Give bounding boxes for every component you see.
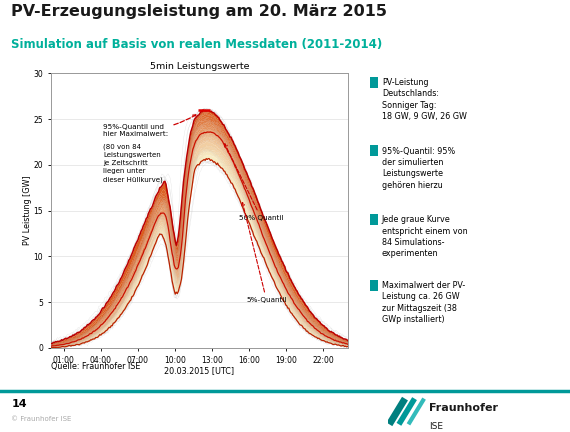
Text: © Fraunhofer ISE: © Fraunhofer ISE (11, 416, 72, 422)
Title: 5min Leistungswerte: 5min Leistungswerte (150, 62, 249, 71)
Text: Maximalwert der PV-
Leistung ca. 26 GW
zur Mittagszeit (38
GWp installiert): Maximalwert der PV- Leistung ca. 26 GW z… (382, 281, 465, 324)
Text: 14: 14 (11, 399, 27, 409)
Text: 5%-Quantil: 5%-Quantil (242, 203, 287, 303)
X-axis label: 20.03.2015 [UTC]: 20.03.2015 [UTC] (164, 366, 235, 375)
Y-axis label: PV Leistung [GW]: PV Leistung [GW] (23, 176, 32, 245)
FancyBboxPatch shape (370, 77, 378, 88)
FancyBboxPatch shape (370, 145, 378, 156)
FancyBboxPatch shape (370, 214, 378, 225)
Text: Fraunhofer: Fraunhofer (429, 403, 498, 413)
Text: Simulation auf Basis von realen Messdaten (2011-2014): Simulation auf Basis von realen Messdate… (11, 38, 382, 51)
Text: (80 von 84
Leistungswerten
je Zeitschritt
liegen unter
dieser Hüllkurve): (80 von 84 Leistungswerten je Zeitschrit… (103, 144, 163, 183)
Text: ISE: ISE (429, 422, 443, 432)
Text: 95%-Quantil: 95%
der simulierten
Leistungswerte
gehören hierzu: 95%-Quantil: 95% der simulierten Leistun… (382, 146, 455, 190)
FancyBboxPatch shape (370, 280, 378, 291)
Text: 95%-Quantil und
hier Maximalwert:: 95%-Quantil und hier Maximalwert: (103, 115, 196, 137)
Text: Quelle: Fraunhofer ISE: Quelle: Fraunhofer ISE (51, 362, 141, 371)
Text: Jede graue Kurve
entspricht einem von
84 Simulations-
experimenten: Jede graue Kurve entspricht einem von 84… (382, 215, 467, 258)
Text: 50% Quantil: 50% Quantil (225, 144, 283, 221)
Text: PV-Erzeugungsleistung am 20. März 2015: PV-Erzeugungsleistung am 20. März 2015 (11, 4, 388, 19)
Text: PV-Leistung
Deutschlands:
Sonniger Tag:
18 GW, 9 GW, 26 GW: PV-Leistung Deutschlands: Sonniger Tag: … (382, 78, 467, 121)
